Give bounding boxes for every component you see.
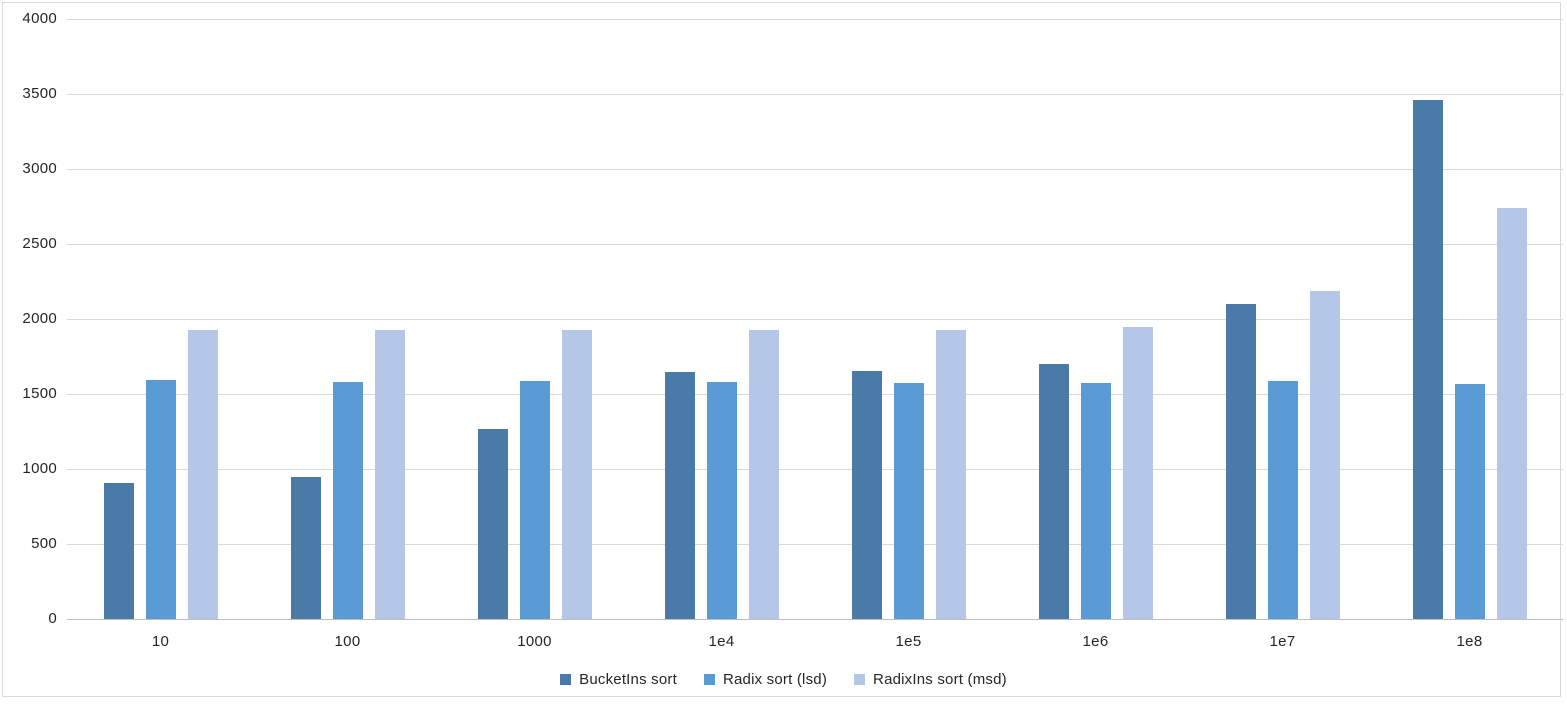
legend-swatch-icon (703, 674, 715, 685)
bar (519, 381, 550, 619)
x-axis-category-label: 1000 (517, 633, 552, 650)
bar (145, 379, 176, 619)
bar (1080, 382, 1111, 619)
bar (748, 329, 779, 619)
bar (935, 329, 966, 619)
bar (1454, 383, 1485, 619)
legend-label: BucketIns sort (579, 671, 677, 688)
bar (1267, 381, 1298, 619)
x-axis-category-label: 10 (151, 633, 170, 650)
chart-frame (2, 2, 1561, 697)
legend-label: Radix sort (lsd) (722, 671, 828, 688)
bar (1496, 208, 1527, 619)
bar-group-1e5 (815, 19, 1002, 619)
x-axis: 10 100 1000 1e4 1e5 1e6 1e7 1e8 (67, 633, 1563, 650)
bar (477, 429, 508, 619)
x-axis-category-label: 1e6 (1082, 633, 1109, 650)
bar (1122, 326, 1153, 619)
bar (187, 329, 218, 619)
legend: BucketIns sort Radix sort (lsd) RadixIns s… (0, 671, 1567, 688)
bar-group-1e7 (1189, 19, 1376, 619)
bar (1038, 364, 1069, 619)
legend-item: RadixIns sort (msd) (854, 671, 1007, 688)
bar (290, 477, 321, 619)
bar (374, 329, 405, 619)
bar (893, 382, 924, 619)
bar (561, 330, 592, 619)
legend-item: BucketIns sort (560, 671, 677, 688)
legend-swatch-icon (854, 674, 866, 685)
x-axis-category-label: 100 (334, 633, 361, 650)
legend-swatch-icon (560, 674, 572, 685)
bar (851, 370, 882, 619)
x-axis-category-label: 1e8 (1456, 633, 1483, 650)
bar (103, 483, 134, 619)
bar (1309, 291, 1340, 619)
bar (664, 372, 695, 619)
bar (332, 382, 363, 619)
bar (706, 382, 737, 619)
bar-group-1e6 (1002, 19, 1189, 619)
bar-group-1e8 (1376, 19, 1563, 619)
bar-group-1e4 (628, 19, 815, 619)
bar (1225, 304, 1256, 619)
x-axis-category-label: 1e4 (708, 633, 735, 650)
bar (1412, 100, 1443, 619)
plot-area (67, 19, 1563, 619)
bar-group-1000 (441, 19, 628, 619)
legend-label: RadixIns sort (msd) (873, 671, 1007, 688)
legend-item: Radix sort (lsd) (703, 671, 828, 688)
bar-group-100 (254, 19, 441, 619)
bar-group-10 (67, 19, 254, 619)
x-axis-category-label: 1e7 (1269, 633, 1296, 650)
x-axis-category-label: 1e5 (895, 633, 922, 650)
